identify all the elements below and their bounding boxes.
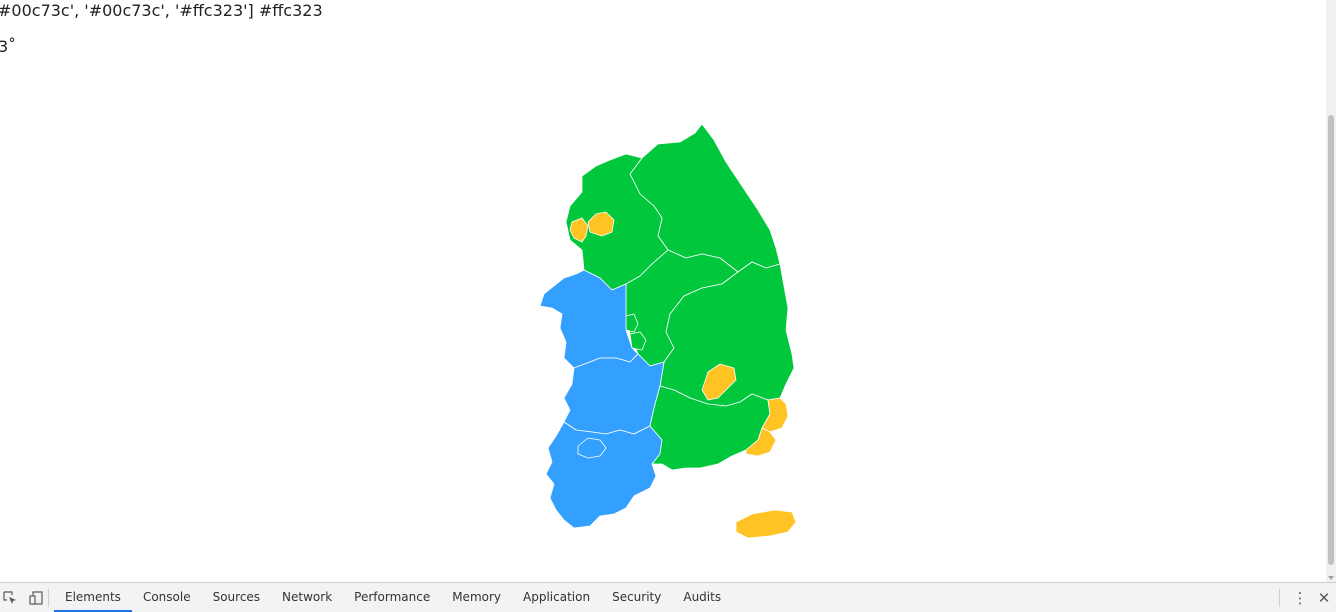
tab-network[interactable]: Network (282, 590, 333, 604)
region-daegu[interactable] (701, 363, 737, 401)
inspect-icon[interactable] (0, 588, 20, 608)
region-jeonnam[interactable] (545, 421, 663, 529)
more-options-icon[interactable]: ⋮ (1292, 589, 1308, 607)
tab-performance[interactable]: Performance (354, 590, 431, 604)
region-gyeongnam[interactable] (649, 385, 771, 471)
region-ulsan[interactable] (761, 397, 789, 433)
devtools-right-separator (1279, 588, 1280, 607)
region-jeonbuk[interactable] (563, 353, 665, 435)
devtools-left-icons (0, 583, 46, 612)
region-jeju[interactable] (735, 509, 797, 539)
region-seoul[interactable] (587, 211, 615, 237)
devtools-panel: Elements Console Sources Network Perform… (0, 582, 1336, 612)
output-text-line-2: 3˚ (0, 37, 17, 56)
tab-application[interactable]: Application (523, 590, 591, 604)
device-toggle-icon[interactable] (26, 588, 46, 608)
tab-security[interactable]: Security (612, 590, 662, 604)
scroll-down-arrow-icon[interactable] (1328, 576, 1334, 580)
scrollbar-thumb[interactable] (1328, 115, 1334, 565)
tab-elements[interactable]: Elements (54, 583, 132, 612)
region-daejeon[interactable] (629, 331, 647, 351)
tab-sources[interactable]: Sources (212, 590, 261, 604)
tab-memory[interactable]: Memory (452, 590, 502, 604)
tab-console[interactable]: Console (142, 590, 191, 604)
korea-map (539, 123, 797, 539)
page-scrollbar[interactable] (1326, 0, 1336, 582)
close-icon[interactable]: ✕ (1317, 589, 1331, 607)
devtools-separator (48, 589, 49, 607)
devtools-tabs: Elements Console Sources Network Perform… (54, 583, 732, 612)
region-busan[interactable] (745, 427, 777, 457)
devtools-right-controls: ⋮ ✕ (1279, 583, 1336, 612)
page-viewport: #00c73c', '#00c73c', '#ffc323'] #ffc323 … (0, 1, 797, 539)
region-incheon[interactable] (569, 217, 589, 243)
tab-audits[interactable]: Audits (683, 590, 722, 604)
output-text-line-1: #00c73c', '#00c73c', '#ffc323'] #ffc323 (0, 1, 323, 20)
